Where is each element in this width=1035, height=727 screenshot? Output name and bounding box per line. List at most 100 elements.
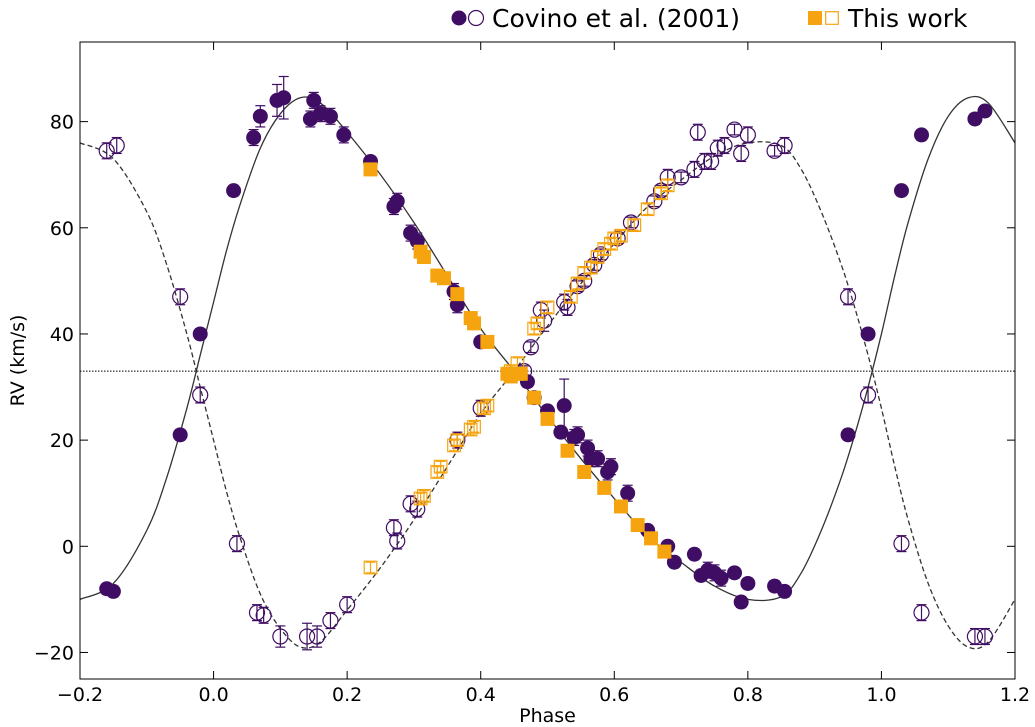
data-point: [322, 108, 338, 124]
data-point: [522, 339, 539, 356]
x-tick-label: −0.2: [57, 684, 103, 706]
data-point: [540, 411, 555, 426]
data-point: [480, 334, 495, 349]
legend: Covino et al. (2001) This work: [451, 4, 968, 33]
data-point: [614, 228, 628, 243]
data-point: [436, 271, 451, 286]
legend-label: Covino et al. (2001): [492, 4, 740, 33]
data-point: [172, 288, 189, 305]
data-point: [777, 583, 793, 599]
data-point: [860, 326, 876, 342]
data-point: [389, 532, 406, 550]
data-point: [513, 366, 528, 381]
legend-marker: [825, 11, 839, 25]
axis-ticks: −0.2 0.0 0.2 0.4 0.6 0.8 1.0 1.2 −20 0 20 40 60 80: [34, 42, 1030, 706]
data-point: [172, 427, 188, 443]
data-point: [463, 422, 478, 437]
y-tick-label: −20: [34, 642, 74, 664]
data-point: [893, 535, 910, 552]
data-point: [577, 464, 592, 479]
data-point: [226, 183, 242, 199]
data-point: [766, 142, 783, 159]
data-point: [630, 518, 645, 533]
data-point: [385, 519, 402, 536]
data-point: [433, 459, 448, 474]
data-point: [776, 137, 793, 154]
data-point: [727, 565, 742, 581]
x-tick-label: 0.4: [466, 684, 496, 706]
data-point: [840, 427, 856, 443]
x-tick-label: 0.0: [198, 684, 228, 706]
data-point: [914, 127, 929, 143]
data-point: [603, 459, 619, 475]
data-point: [308, 628, 326, 645]
data-point: [613, 499, 628, 514]
data-point: [672, 169, 690, 186]
x-tick-label: 1.0: [866, 684, 896, 706]
legend-marker: [808, 11, 822, 25]
y-tick-label: 40: [50, 324, 74, 346]
data-point: [306, 92, 322, 108]
data-point: [389, 193, 405, 209]
data-point: [590, 451, 606, 467]
data-point: [450, 433, 465, 448]
data-point: [339, 596, 356, 613]
data-point: [298, 628, 316, 645]
y-tick-label: 60: [50, 218, 74, 240]
data-point: [627, 218, 642, 233]
data-point: [98, 142, 115, 159]
data-point: [967, 111, 983, 127]
data-point: [540, 300, 555, 315]
data-point: [276, 90, 292, 106]
x-tick-label: 0.6: [599, 684, 629, 706]
data-point: [976, 628, 994, 645]
data-point: [192, 326, 208, 342]
data-point: [644, 531, 659, 546]
data-point: [913, 604, 930, 621]
data-point: [560, 443, 575, 458]
model-curve-secondary: [80, 141, 1015, 650]
data-point: [228, 535, 246, 552]
data-point: [563, 289, 578, 304]
plot-frame: [79, 41, 1016, 680]
data-point: [686, 546, 702, 562]
data-point: [570, 427, 586, 443]
data-point: [696, 153, 713, 170]
data-point: [709, 140, 726, 157]
data-point: [716, 137, 733, 154]
data-point: [480, 398, 495, 413]
data-point: [336, 127, 352, 143]
data-point: [363, 560, 378, 575]
data-point: [413, 491, 428, 506]
data-point: [689, 124, 706, 141]
model-curve-primary: [80, 95, 1015, 602]
x-tick-label: 1.2: [1000, 684, 1030, 706]
data-point: [363, 162, 378, 177]
data-point: [640, 202, 655, 217]
data-point: [272, 628, 289, 645]
data-point: [620, 485, 636, 501]
data-point: [417, 488, 431, 503]
data-point: [740, 575, 756, 591]
y-tick-label: 0: [62, 536, 74, 558]
x-axis-label: Phase: [519, 705, 576, 727]
data-point: [556, 398, 572, 414]
x-tick-label: 0.2: [332, 684, 362, 706]
data-point: [739, 126, 756, 143]
model-curves: [80, 95, 1015, 650]
data-point: [657, 544, 672, 559]
legend-label: This work: [847, 4, 968, 33]
y-tick-label: 20: [50, 430, 74, 452]
data-point: [839, 288, 857, 305]
data-point: [108, 137, 125, 154]
x-tick-label: 0.8: [733, 684, 763, 706]
data-point: [416, 249, 431, 264]
data-point: [527, 390, 542, 405]
data-point: [450, 287, 465, 302]
data-point: [703, 153, 720, 170]
data-point: [966, 628, 984, 645]
data-point: [893, 183, 909, 199]
data-points: [98, 75, 994, 651]
data-point: [105, 583, 121, 599]
